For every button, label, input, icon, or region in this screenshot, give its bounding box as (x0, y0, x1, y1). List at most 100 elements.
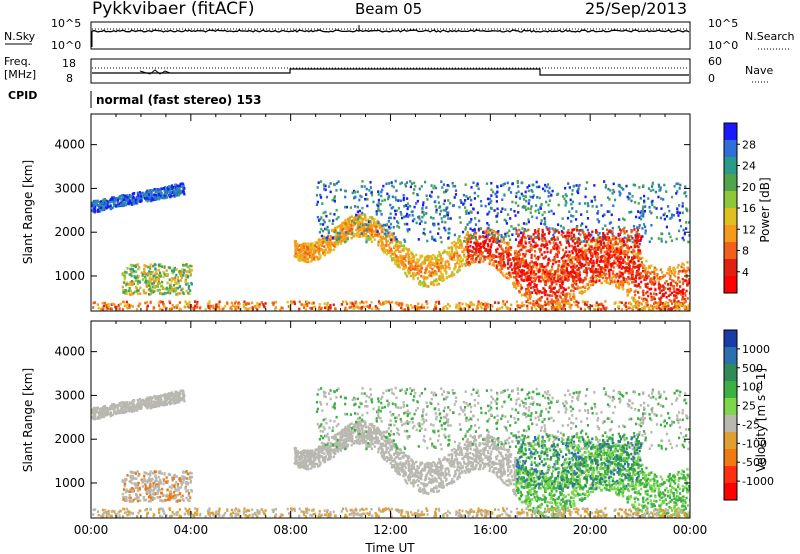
power-cell (438, 254, 441, 258)
power-cell (477, 300, 480, 304)
power-cell (409, 204, 412, 208)
power-cell (500, 247, 503, 250)
power-cell (360, 227, 363, 231)
power-cell (168, 286, 171, 290)
power-cell (101, 305, 105, 309)
power-cell (170, 279, 173, 283)
power-cell (413, 217, 416, 221)
power-cell (444, 305, 447, 308)
power-cell (510, 263, 513, 267)
power-cell (309, 306, 312, 310)
power-cell (529, 207, 532, 211)
power-cell (457, 307, 460, 310)
power-cell (528, 294, 531, 297)
power-cell (533, 288, 536, 292)
power-cell (608, 276, 611, 280)
power-cell (382, 247, 385, 250)
power-cell (662, 306, 665, 310)
power-cell (672, 284, 676, 288)
power-cell (372, 224, 375, 227)
power-cell (112, 198, 116, 202)
power-cell (560, 230, 563, 233)
power-cell (360, 225, 363, 229)
power-cell (178, 270, 181, 273)
power-cell (453, 267, 456, 271)
power-cell (176, 190, 179, 194)
power-cell (618, 286, 621, 290)
power-cell (650, 280, 653, 283)
power-cell (515, 195, 518, 198)
power-cell (597, 268, 600, 271)
power-cell (678, 187, 681, 190)
power-cell (516, 180, 519, 183)
power-cell (336, 241, 339, 245)
power-cell (153, 193, 156, 196)
power-cell (503, 274, 506, 278)
power-cell (604, 268, 607, 272)
power-cell (534, 285, 537, 288)
power-cell (301, 246, 304, 250)
power-cell (373, 230, 376, 233)
power-cell (444, 265, 448, 268)
power-cell (525, 288, 528, 291)
power-cell (463, 206, 467, 209)
power-cell (626, 269, 629, 273)
power-cell (208, 302, 211, 305)
power-cell (542, 243, 545, 247)
power-cell (409, 180, 412, 183)
power-cell (141, 272, 145, 276)
power-cell (611, 238, 615, 241)
power-cell (596, 239, 599, 242)
power-cell (177, 279, 180, 283)
power-cell (512, 259, 515, 262)
power-cell (579, 307, 583, 311)
power-cell (529, 295, 532, 298)
power-cell (432, 217, 435, 220)
power-cell (399, 182, 402, 185)
power-cell (599, 303, 602, 306)
power-cell (327, 250, 330, 254)
power-cell (546, 297, 549, 301)
power-cell (668, 287, 672, 290)
power-cell (664, 287, 667, 290)
power-cell (667, 294, 671, 298)
freq-tick-high: 18 (62, 57, 76, 70)
power-cell (360, 185, 363, 188)
power-cell (499, 244, 503, 248)
power-cell (613, 198, 617, 202)
power-cell (136, 275, 139, 279)
power-cell (655, 301, 658, 305)
power-cell (127, 202, 130, 206)
power-cell (131, 305, 134, 308)
power-cell (642, 194, 646, 198)
power-cell (547, 300, 550, 304)
power-cell (588, 250, 591, 254)
power-cell (332, 244, 335, 247)
power-cell (534, 272, 538, 276)
power-cell (649, 304, 652, 307)
power-cell (431, 257, 434, 261)
power-cell (485, 255, 488, 259)
power-cell (356, 210, 360, 214)
power-cell (530, 188, 533, 192)
power-cell (152, 275, 155, 278)
power-cell (675, 305, 678, 308)
power-cell (339, 231, 343, 234)
power-cell (340, 303, 343, 306)
power-cell (403, 267, 406, 271)
power-cell (585, 181, 589, 184)
power-cell (164, 192, 167, 196)
power-cell (467, 211, 470, 215)
power-cell (500, 210, 503, 213)
power-cell (367, 225, 370, 229)
power-cell (122, 194, 125, 197)
power-cell (629, 302, 633, 306)
power-cell (412, 191, 415, 195)
power-cell (412, 271, 416, 275)
power-cell (595, 301, 598, 305)
power-cell (317, 308, 320, 311)
power-cell (495, 255, 498, 258)
power-cell (495, 266, 498, 270)
power-cell (124, 200, 127, 204)
power-cell (511, 182, 514, 185)
